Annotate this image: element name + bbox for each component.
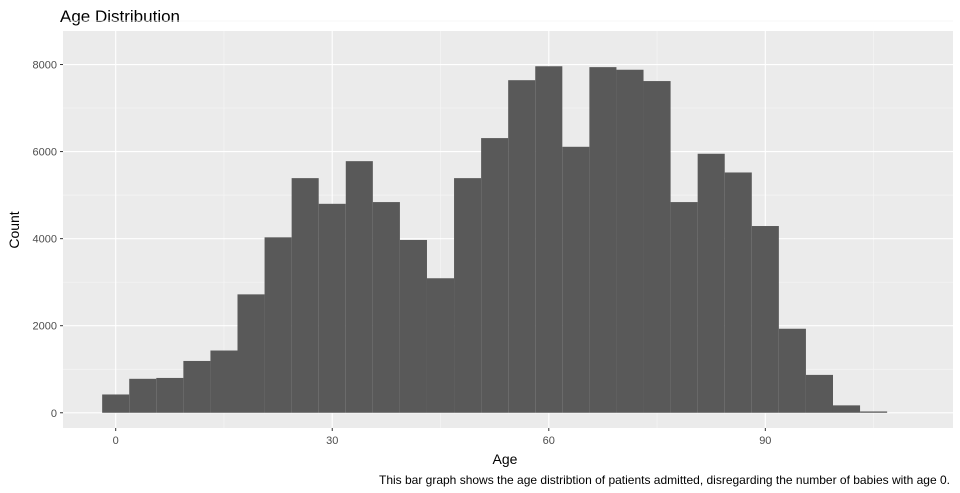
histogram-bar-18 — [589, 67, 617, 413]
x-tick-label: 30 — [326, 435, 338, 447]
histogram-bar-19 — [616, 69, 644, 413]
histogram-bar-3 — [183, 360, 211, 413]
histogram-bar-21 — [670, 202, 698, 413]
histogram-bar-1 — [129, 378, 157, 413]
y-tick-label: 6000 — [33, 147, 57, 159]
y-tick-label: 2000 — [33, 321, 57, 333]
y-tick-label: 4000 — [33, 234, 57, 246]
y-tick-label: 8000 — [33, 60, 57, 72]
histogram-bar-15 — [508, 80, 536, 413]
histogram-bar-24 — [751, 226, 779, 413]
histogram-bar-8 — [318, 203, 346, 413]
chart-caption: This bar graph shows the age distribtion… — [379, 473, 950, 487]
x-axis: 0 30 60 90 — [113, 428, 771, 447]
histogram-bar-12 — [426, 278, 455, 413]
histogram-bar-26 — [805, 374, 833, 413]
y-axis-title: Count — [6, 211, 22, 248]
histogram-bar-20 — [643, 81, 671, 413]
histogram-bars — [102, 66, 888, 413]
histogram-bar-23 — [724, 172, 752, 413]
histogram-bar-16 — [535, 66, 563, 413]
histogram-bar-17 — [562, 146, 590, 413]
histogram-bar-6 — [264, 237, 292, 413]
histogram-bar-5 — [237, 294, 265, 413]
histogram-bar-10 — [372, 202, 400, 413]
histogram-bar-0 — [102, 394, 130, 413]
histogram-bar-7 — [291, 178, 319, 413]
x-tick-label: 90 — [759, 435, 771, 447]
histogram-bar-9 — [345, 161, 373, 413]
histogram-bar-27 — [832, 405, 861, 413]
histogram-bar-28 — [860, 411, 888, 413]
x-tick-label: 0 — [113, 435, 119, 447]
histogram-bar-4 — [210, 350, 238, 413]
chart-title: Age Distribution — [60, 7, 180, 26]
x-tick-label: 60 — [543, 435, 555, 447]
x-axis-title: Age — [493, 451, 518, 467]
histogram-bar-11 — [399, 239, 427, 413]
y-tick-label: 0 — [51, 408, 57, 420]
histogram-bar-14 — [481, 138, 509, 413]
histogram-bar-13 — [454, 178, 482, 413]
histogram-bar-22 — [697, 153, 725, 413]
histogram-bar-25 — [778, 328, 806, 413]
y-axis: 0 2000 4000 6000 8000 — [33, 60, 63, 420]
histogram-bar-2 — [156, 377, 184, 413]
